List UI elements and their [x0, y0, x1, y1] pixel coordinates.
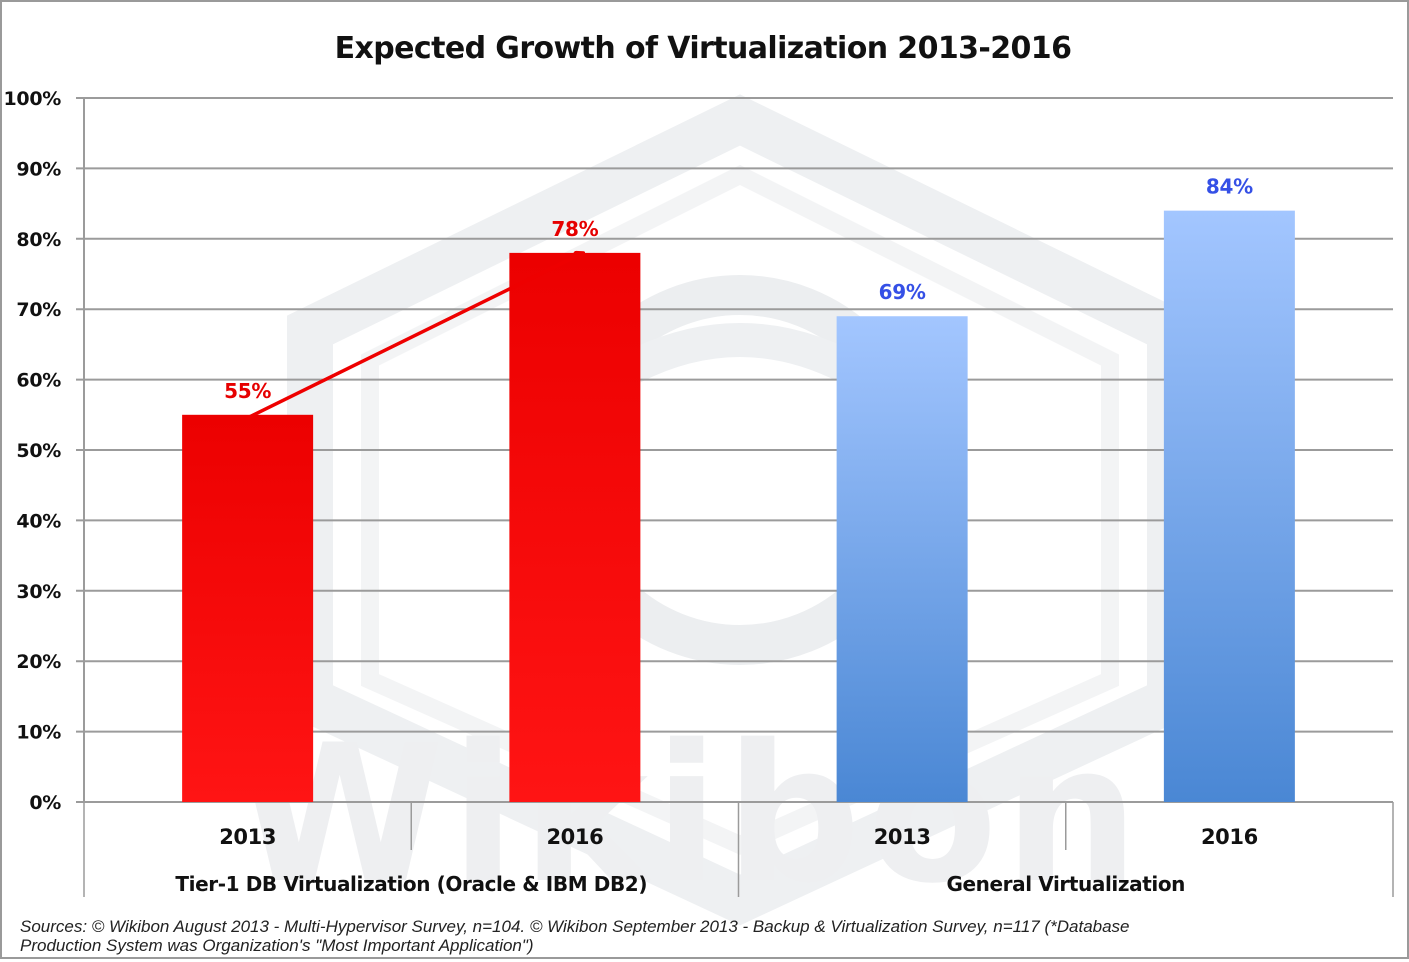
bar-general-2016: [1163, 210, 1295, 802]
x-tick-label: 2013: [219, 825, 276, 849]
y-tick-label: 100%: [4, 88, 62, 110]
y-tick-label: 80%: [16, 229, 61, 251]
watermark-text: Wikibon: [235, 704, 1145, 925]
y-tick-label: 40%: [16, 510, 61, 532]
x-tick-label: 2016: [546, 825, 603, 849]
chart-title: Expected Growth of Virtualization 2013-2…: [335, 31, 1072, 66]
y-axis-ticks: 0% 10% 20% 30% 40% 50% 60% 70% 80% 90% 100%: [4, 88, 62, 814]
data-label: 69%: [879, 280, 926, 304]
y-tick-label: 50%: [16, 440, 61, 462]
y-tick-label: 30%: [16, 581, 61, 603]
x-tick-label: 2013: [874, 825, 931, 849]
y-tick-label: 90%: [16, 158, 61, 180]
growth-arrow: [246, 253, 583, 420]
x-tick-label: 2016: [1201, 825, 1258, 849]
y-tick-label: 60%: [16, 370, 61, 392]
data-label: 78%: [551, 217, 598, 241]
data-labels: 55% 78% 69% 84%: [224, 175, 1253, 403]
data-label: 84%: [1206, 175, 1253, 199]
y-tick-label: 20%: [16, 651, 61, 673]
y-tick-label: 10%: [16, 722, 61, 744]
source-note: Sources: © Wikibon August 2013 - Multi-H…: [20, 917, 1130, 936]
bars: [182, 210, 1295, 802]
y-tick-label: 0%: [29, 792, 61, 814]
y-tick-label: 70%: [16, 299, 61, 321]
bar-general-2013: [836, 316, 968, 802]
bar-tier1-db-2016: [509, 252, 641, 802]
bar-tier1-db-2013: [182, 414, 314, 802]
x-axis: 2013 2016 Tier-1 DB Virtualization (Oracle…: [83, 802, 1394, 897]
source-note-line2: Production System was Organization's "Mo…: [20, 936, 534, 955]
watermark-logo: Wikibon: [235, 94, 1193, 926]
group-label: General Virtualization: [946, 872, 1185, 896]
data-label: 55%: [224, 379, 271, 403]
group-label: Tier-1 DB Virtualization (Oracle & IBM D…: [175, 872, 647, 896]
